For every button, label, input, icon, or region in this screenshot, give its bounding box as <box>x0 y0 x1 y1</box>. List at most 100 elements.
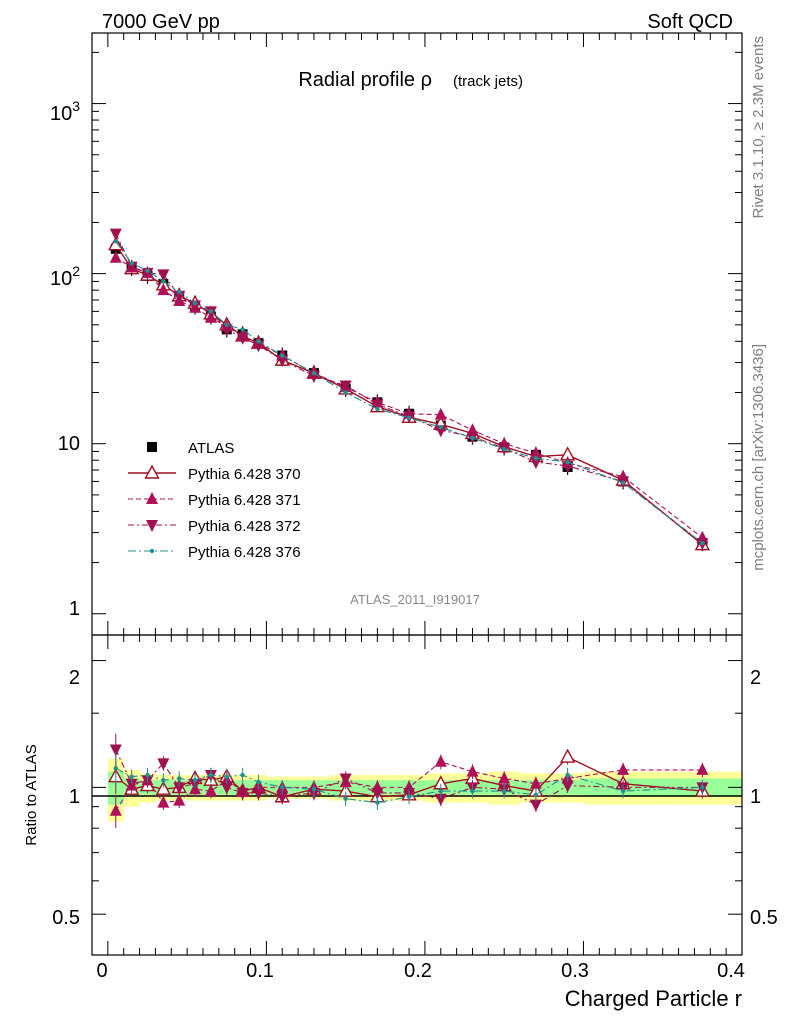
chart-title: Radial profile ρ <box>298 69 432 91</box>
x-axis-label: Charged Particle r <box>565 986 742 1011</box>
ratio-point-pythia-6-428-376 <box>240 772 245 778</box>
legend-entry-371: Pythia 6.428 371 <box>128 492 301 509</box>
header-left: 7000 GeV pp <box>102 11 220 33</box>
y-tick-label-1000: 103 <box>50 98 80 125</box>
ratio-y-tick-2: 2 <box>69 667 80 689</box>
data-point-pythia-6-428-372 <box>339 380 352 393</box>
ratio-point-pythia-6-428-371 <box>498 771 511 784</box>
series-line-pythia-6-428-372 <box>115 233 703 544</box>
ratio-point-pythia-6-428-376 <box>113 766 118 771</box>
ratio-point-pythia-6-428-372 <box>529 799 542 812</box>
ratio-point-pythia-6-428-372 <box>157 758 170 771</box>
ratio-point-pythia-6-428-376 <box>256 779 261 785</box>
data-point-pythia-6-428-376 <box>129 261 134 266</box>
ratio-point-pythia-6-428-371 <box>204 784 217 797</box>
ratio-point-pythia-6-428-376 <box>280 785 285 790</box>
x-tick-label-0.2: 0.2 <box>404 960 432 982</box>
ratio-point-pythia-6-428-372 <box>276 791 289 804</box>
data-point-pythia-6-428-372 <box>220 324 233 337</box>
analysis-watermark: ATLAS_2011_I919017 <box>350 592 480 607</box>
data-point-pythia-6-428-376 <box>470 435 475 441</box>
legend-marker <box>144 464 160 479</box>
data-point-pythia-6-428-372 <box>529 457 542 470</box>
data-point-pythia-6-428-376 <box>620 480 626 485</box>
ratio-line-pythia-6-428-371 <box>115 761 703 812</box>
data-point-pythia-6-428-376 <box>700 540 705 546</box>
ratio-point-pythia-6-428-376 <box>161 777 166 783</box>
legend-symbol-376 <box>128 548 176 554</box>
data-point-pythia-6-428-372 <box>434 425 447 438</box>
series-line-pythia-6-428-371 <box>115 257 703 539</box>
ratio-point-pythia-6-428-376 <box>565 772 570 778</box>
ratio-point-pythia-6-428-376 <box>406 794 412 799</box>
ratio-line-pythia-6-428-376 <box>115 767 703 804</box>
legend-marker <box>146 520 158 532</box>
data-point-pythia-6-428-376 <box>375 406 380 412</box>
data-point-pythia-6-428-371 <box>109 250 122 263</box>
y-tick-label-1: 1 <box>69 598 80 620</box>
data-point-pythia-6-428-372 <box>189 300 202 313</box>
ratio-point-pythia-6-428-376 <box>375 800 380 805</box>
data-point-pythia-6-428-376 <box>501 446 507 452</box>
ratio-point-pythia-6-428-376 <box>533 792 539 798</box>
legend-symbol-371 <box>128 492 176 504</box>
ratio-point-pythia-6-428-370 <box>155 780 172 795</box>
series-line-pythia-6-428-370 <box>115 244 703 546</box>
data-point-pythia-6-428-376 <box>565 459 570 465</box>
ratio-point-pythia-6-428-376 <box>620 788 626 794</box>
ratio-point-pythia-6-428-376 <box>343 796 348 801</box>
legend-label-atlas: ATLAS <box>188 440 234 457</box>
legend-label-370: Pythia 6.428 370 <box>188 466 301 483</box>
ratio-series-pythia-6-428-376 <box>113 752 705 811</box>
ratio-y-tick-2-right: 2 <box>750 667 761 689</box>
legend-symbol-370 <box>128 464 176 479</box>
ratio-plot-frame <box>91 634 743 956</box>
data-point-pythia-6-428-376 <box>256 339 261 344</box>
x-tick-labels: 0 0.1 0.2 0.3 0.4 <box>96 960 744 982</box>
y-tick-label-100: 102 <box>50 263 80 290</box>
legend-entry-atlas: ATLAS <box>147 440 234 457</box>
data-point-pythia-6-428-376 <box>438 425 443 430</box>
data-point-pythia-6-428-376 <box>406 415 412 420</box>
ratio-point-pythia-6-428-372 <box>220 782 233 795</box>
data-point-pythia-6-428-371 <box>157 283 170 296</box>
ratio-line-pythia-6-428-372 <box>115 749 703 806</box>
ratio-point-pythia-6-428-372 <box>339 773 352 786</box>
legend-symbol-372 <box>128 520 176 532</box>
data-point-pythia-6-428-376 <box>240 327 245 332</box>
ratio-point-pythia-6-428-376 <box>145 772 150 778</box>
ratio-point-pythia-6-428-372 <box>371 787 384 800</box>
legend-label-371: Pythia 6.428 371 <box>188 492 301 509</box>
data-point-pythia-6-428-376 <box>176 289 182 295</box>
ratio-y-tick-labels: 2 1 0.5 2 1 0.5 <box>52 667 778 929</box>
ratio-point-pythia-6-428-376 <box>208 772 214 778</box>
rivet-label: Rivet 3.1.10, ≥ 2.3M events <box>750 36 767 219</box>
ratio-point-pythia-6-428-371 <box>109 803 122 816</box>
ratio-point-pythia-6-428-376 <box>129 774 134 779</box>
x-tick-label-0.1: 0.1 <box>246 960 274 982</box>
ratio-point-pythia-6-428-372 <box>125 778 138 791</box>
ratio-point-pythia-6-428-372 <box>252 787 265 800</box>
data-point-pythia-6-428-376 <box>343 390 348 395</box>
ratio-point-pythia-6-428-376 <box>700 785 705 790</box>
legend: ATLAS Pythia 6.428 370 Pythia 6.428 371 … <box>128 440 301 561</box>
data-point-pythia-6-428-371 <box>529 446 542 459</box>
axes-layer <box>91 33 743 955</box>
main-y-tick-labels: 1 10 102 103 <box>50 98 80 620</box>
ratio-point-pythia-6-428-376 <box>501 788 507 794</box>
chart-subtitle: (track jets) <box>453 73 523 90</box>
ratio-line-pythia-6-428-370 <box>115 756 703 798</box>
legend-entry-372: Pythia 6.428 372 <box>128 518 301 535</box>
ratio-point-pythia-6-428-371 <box>617 762 630 775</box>
data-point-pythia-6-428-376 <box>113 239 118 244</box>
ratio-point-pythia-6-428-376 <box>192 777 198 783</box>
data-point-pythia-6-428-376 <box>224 322 229 328</box>
data-point-pythia-6-428-376 <box>145 268 150 273</box>
ratio-point-pythia-6-428-376 <box>176 776 182 781</box>
data-point-pythia-6-428-372 <box>125 261 138 274</box>
data-point-pythia-6-428-372 <box>276 355 289 368</box>
data-point-pythia-6-428-371 <box>434 407 447 420</box>
data-point-pythia-6-428-372 <box>141 267 154 280</box>
